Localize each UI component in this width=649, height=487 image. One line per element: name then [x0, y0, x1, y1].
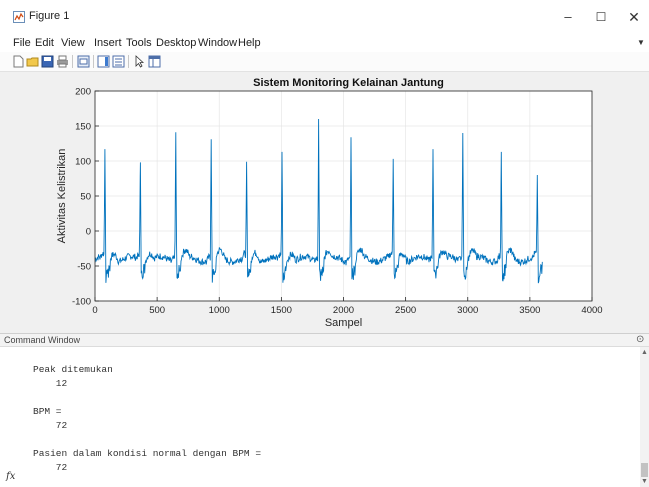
- menu-file[interactable]: File: [13, 37, 31, 49]
- scroll-down-icon[interactable]: ▼: [641, 478, 648, 485]
- output-line: 72: [33, 462, 68, 473]
- ecg-signal-line: [94, 118, 543, 284]
- maximize-button[interactable]: ☐: [595, 10, 607, 24]
- x-tick-label: 4000: [581, 305, 602, 316]
- x-tick-label: 500: [149, 305, 165, 316]
- window-titlebar: Figure 1 – ☐ ✕: [0, 0, 649, 34]
- insert-colorbar-icon[interactable]: [97, 55, 110, 68]
- menu-view[interactable]: View: [61, 37, 85, 49]
- save-icon[interactable]: [41, 55, 54, 68]
- figure-toolbar: [0, 52, 649, 72]
- ecg-chart[interactable]: 0 500 1000 1500 2000 2500 3000 3500 4000 -100 -50 0…: [0, 72, 649, 333]
- output-line: BPM =: [33, 406, 62, 417]
- command-window-header: Command Window ⊙: [0, 333, 649, 347]
- figure-canvas: 0 500 1000 1500 2000 2500 3000 3500 4000 -100 -50 0…: [0, 72, 649, 333]
- axis-ticks: 0 500 1000 1500 2000 2500 3000 3500 4000 -100 -50 0…: [72, 87, 603, 317]
- scrollbar-thumb[interactable]: [641, 463, 648, 477]
- link-plot-icon[interactable]: [77, 55, 90, 68]
- chart-title: Sistem Monitoring Kelainan Jantung: [253, 77, 444, 89]
- property-inspector-icon[interactable]: [148, 55, 161, 68]
- y-tick-label: 0: [86, 227, 91, 238]
- y-tick-label: -100: [72, 297, 91, 308]
- close-button[interactable]: ✕: [628, 9, 640, 25]
- x-tick-label: 1000: [209, 305, 230, 316]
- toolbar-separator: [93, 55, 94, 68]
- y-tick-label: 150: [75, 122, 91, 133]
- toolbar-separator: [128, 55, 129, 68]
- scroll-up-icon[interactable]: ▲: [641, 349, 648, 356]
- y-tick-label: -50: [77, 262, 91, 273]
- command-window-actions-icon[interactable]: ⊙: [636, 334, 645, 345]
- menu-window[interactable]: Window: [198, 37, 238, 49]
- window-title: Figure 1: [29, 10, 70, 22]
- minimize-button[interactable]: –: [564, 9, 572, 24]
- fx-prompt-icon[interactable]: fx: [6, 471, 16, 482]
- output-line: 12: [33, 378, 68, 389]
- menu-bar: File Edit View Insert Tools Desktop Wind…: [0, 34, 649, 52]
- toolbar-separator: [72, 55, 73, 68]
- menu-edit[interactable]: Edit: [35, 37, 54, 49]
- open-file-icon[interactable]: [26, 55, 39, 68]
- x-tick-label: 3500: [519, 305, 540, 316]
- output-line: Pasien dalam kondisi normal dengan BPM =: [33, 448, 262, 459]
- y-axis-label: Aktivitas Kelistrikan: [56, 149, 68, 244]
- x-axis-label: Sampel: [325, 317, 362, 329]
- menubar-overflow-icon[interactable]: ▼: [637, 38, 645, 47]
- menu-desktop[interactable]: Desktop: [156, 37, 197, 49]
- y-tick-label: 200: [75, 87, 91, 98]
- x-tick-label: 3000: [457, 305, 478, 316]
- insert-legend-icon[interactable]: [112, 55, 125, 68]
- menu-tools[interactable]: Tools: [126, 37, 152, 49]
- x-tick-label: 1500: [271, 305, 292, 316]
- output-line: 72: [33, 420, 68, 431]
- new-figure-icon[interactable]: [12, 55, 25, 68]
- menu-insert[interactable]: Insert: [94, 37, 122, 49]
- x-tick-label: 0: [92, 305, 97, 316]
- print-icon[interactable]: [56, 55, 69, 68]
- x-tick-label: 2000: [333, 305, 354, 316]
- y-tick-label: 100: [75, 157, 91, 168]
- x-tick-label: 2500: [395, 305, 416, 316]
- y-tick-label: 50: [80, 192, 91, 203]
- matlab-figure-icon: [13, 11, 25, 23]
- edit-plot-icon[interactable]: [133, 55, 146, 68]
- output-line: Peak ditemukan: [33, 364, 113, 375]
- command-window-title: Command Window: [4, 335, 81, 345]
- command-window-output[interactable]: Peak ditemukan 12 BPM = 72 Pasien dalam …: [0, 347, 640, 487]
- menu-help[interactable]: Help: [238, 37, 261, 49]
- command-window-scrollbar[interactable]: ▲ ▼: [640, 347, 649, 487]
